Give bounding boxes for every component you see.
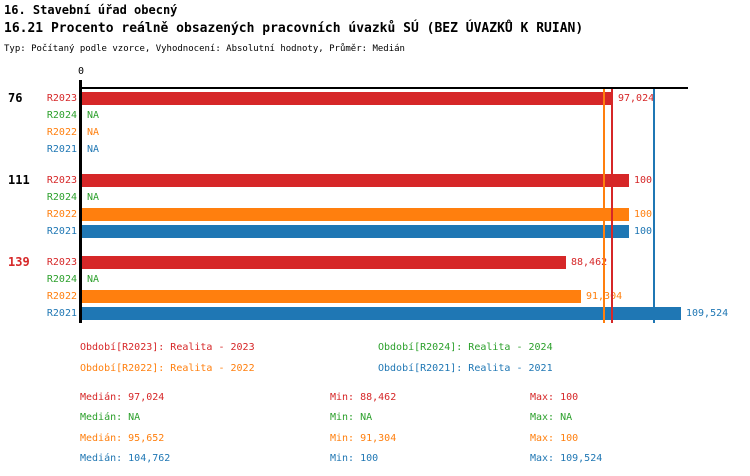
bar-R2023 bbox=[82, 174, 629, 187]
series-row-label: R2021 bbox=[46, 144, 77, 155]
group-count-label: 139 bbox=[8, 255, 30, 269]
indicator-meta: Typ: Počítaný podle vzorce, Vyhodnocení:… bbox=[4, 44, 405, 54]
group-count-label: 76 bbox=[8, 91, 23, 105]
series-row-label: R2022 bbox=[46, 291, 77, 302]
group-count-label: 111 bbox=[8, 173, 30, 187]
series-row-label: R2023 bbox=[46, 257, 77, 268]
x-axis-origin-label: 0 bbox=[77, 66, 85, 77]
median-line-R2022 bbox=[603, 89, 605, 323]
series-row-label: R2022 bbox=[46, 209, 77, 220]
bar-na-label: NA bbox=[87, 110, 100, 121]
stat-median-R2021: Medián: 104,762 bbox=[80, 453, 171, 464]
stat-min-R2021: Min: 100 bbox=[330, 453, 379, 464]
median-line-R2021 bbox=[653, 89, 655, 323]
series-row-label: R2024 bbox=[46, 192, 77, 203]
stat-max-R2023: Max: 100 bbox=[530, 392, 579, 403]
bar-R2021 bbox=[82, 225, 629, 238]
bar-na-label: NA bbox=[87, 192, 100, 203]
series-row-label: R2023 bbox=[46, 175, 77, 186]
bar-R2022 bbox=[82, 208, 629, 221]
bar-R2023 bbox=[82, 256, 566, 269]
legend-item-R2023: Období[R2023]: Realita - 2023 bbox=[80, 342, 255, 353]
stat-median-R2022: Medián: 95,652 bbox=[80, 433, 165, 444]
bar-value-label: 100 bbox=[634, 175, 653, 186]
bar-R2022 bbox=[82, 290, 581, 303]
bar-na-label: NA bbox=[87, 274, 100, 285]
stat-max-R2022: Max: 100 bbox=[530, 433, 579, 444]
median-line-R2023 bbox=[611, 89, 613, 323]
series-row-label: R2023 bbox=[46, 93, 77, 104]
x-axis-top-rule bbox=[79, 87, 688, 89]
bar-na-label: NA bbox=[87, 127, 100, 138]
indicator-title: 16.21 Procento reálně obsazených pracovn… bbox=[4, 21, 584, 36]
bar-value-label: 100 bbox=[634, 209, 653, 220]
bar-value-label: 97,024 bbox=[618, 93, 655, 104]
series-row-label: R2024 bbox=[46, 274, 77, 285]
series-row-label: R2021 bbox=[46, 226, 77, 237]
bar-value-label: 88,462 bbox=[571, 257, 608, 268]
bar-na-label: NA bbox=[87, 144, 100, 155]
stat-median-R2023: Medián: 97,024 bbox=[80, 392, 165, 403]
legend-item-R2022: Období[R2022]: Realita - 2022 bbox=[80, 363, 255, 374]
bar-R2023 bbox=[82, 92, 613, 105]
report-section-title: 16. Stavební úřad obecný bbox=[4, 3, 178, 17]
legend-item-R2021: Období[R2021]: Realita - 2021 bbox=[378, 363, 553, 374]
y-axis-line bbox=[79, 80, 82, 323]
stat-min-R2023: Min: 88,462 bbox=[330, 392, 397, 403]
series-row-label: R2021 bbox=[46, 308, 77, 319]
stat-min-R2022: Min: 91,304 bbox=[330, 433, 397, 444]
series-row-label: R2024 bbox=[46, 110, 77, 121]
bar-value-label: 100 bbox=[634, 226, 653, 237]
series-row-label: R2022 bbox=[46, 127, 77, 138]
legend-item-R2024: Období[R2024]: Realita - 2024 bbox=[378, 342, 553, 353]
stat-max-R2024: Max: NA bbox=[530, 412, 573, 423]
stat-max-R2021: Max: 109,524 bbox=[530, 453, 603, 464]
bar-R2021 bbox=[82, 307, 681, 320]
stat-min-R2024: Min: NA bbox=[330, 412, 373, 423]
bar-value-label: 109,524 bbox=[686, 308, 729, 319]
stat-median-R2024: Medián: NA bbox=[80, 412, 141, 423]
